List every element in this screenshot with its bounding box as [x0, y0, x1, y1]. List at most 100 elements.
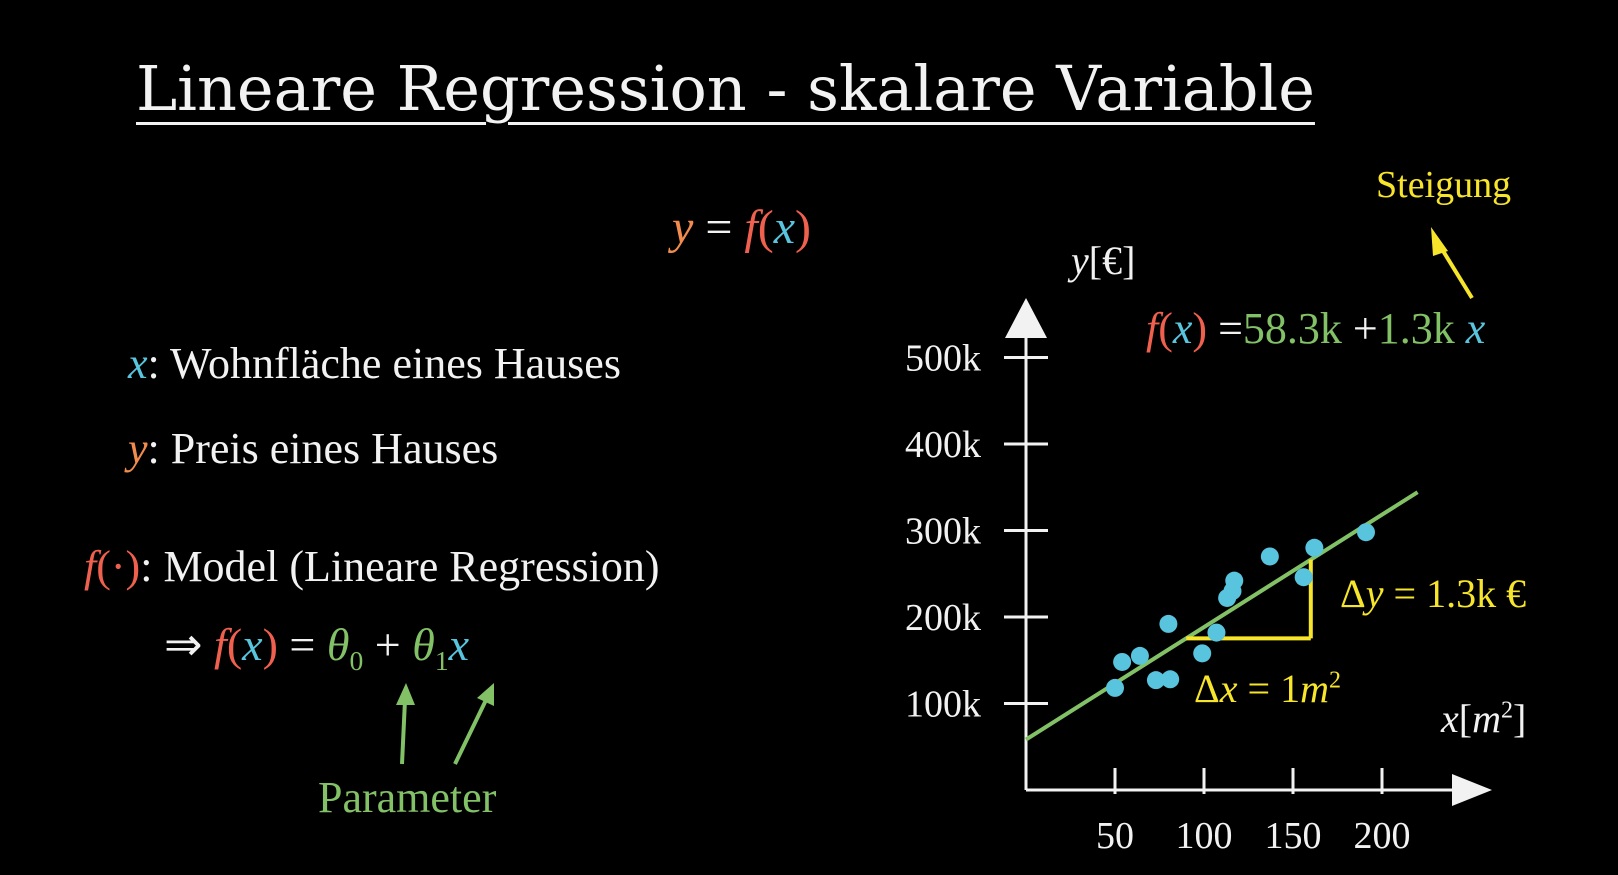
fit-intercept: 58.3k — [1242, 304, 1342, 353]
delta-y-symbol: Δ — [1340, 571, 1366, 616]
fit-slope: 1.3k — [1377, 304, 1455, 353]
delta-y-label: Δy = 1.3k € — [1340, 570, 1526, 617]
model-equals: = — [289, 619, 316, 670]
y-tick-label: 300k — [905, 511, 981, 553]
steigung-arrow-head — [1431, 227, 1448, 256]
fit-equals: = — [1218, 304, 1243, 353]
x-tick-label: 50 — [1096, 815, 1134, 857]
parameter-label: Parameter — [318, 773, 497, 822]
x-axis-rb: ] — [1512, 696, 1527, 741]
x-tick-label: 200 — [1354, 815, 1411, 857]
y-axis-unit: € — [1102, 238, 1123, 283]
def-y-colon: : — [147, 424, 160, 473]
def-x-colon: : — [147, 339, 160, 388]
delta-y-var: y — [1365, 571, 1384, 616]
data-point — [1294, 568, 1313, 587]
model-x: x — [242, 619, 263, 670]
y-axis-label: y[€] — [1071, 237, 1135, 284]
x-axis-unit: m — [1472, 696, 1501, 741]
fit-x2: x — [1465, 304, 1486, 353]
delta-x-label: Δx = 1m2 — [1194, 665, 1341, 712]
top-equation: y = f(x) — [672, 200, 811, 255]
model-rparen: ) — [262, 619, 278, 670]
delta-x-unit: m — [1300, 666, 1329, 711]
parameter-arrow-1-head — [396, 683, 415, 705]
data-point — [1106, 678, 1124, 697]
def-y-text: Preis eines Hauses — [170, 424, 499, 473]
model-x2: x — [448, 619, 470, 670]
fit-lparen: ( — [1158, 304, 1173, 353]
theta-1-sub: 1 — [434, 645, 449, 677]
delta-x-symbol: Δ — [1194, 666, 1220, 711]
data-point — [1305, 538, 1324, 557]
data-point — [1225, 571, 1244, 590]
delta-x-exp: 2 — [1328, 667, 1341, 694]
data-point — [1161, 670, 1180, 689]
eq-x: x — [773, 201, 796, 254]
regression-line — [1024, 490, 1419, 742]
x-tick-label: 100 — [1176, 815, 1233, 857]
x-axis-exp: 2 — [1500, 697, 1513, 724]
delta-y-unit: € — [1506, 571, 1527, 616]
data-point — [1356, 523, 1375, 542]
model-equation: ⇒ f(x) = θ0 + θ1x — [164, 617, 469, 677]
def-x-symbol: x — [128, 339, 148, 388]
definition-y: y: Preis eines Hauses — [128, 423, 498, 474]
delta-x-value: 1 — [1280, 666, 1301, 711]
y-tick-label: 400k — [905, 424, 981, 466]
steigung-label: Steigung — [1376, 164, 1512, 206]
delta-x-var: x — [1219, 666, 1238, 711]
data-point — [1146, 671, 1165, 690]
implies-symbol: ⇒ — [164, 619, 203, 670]
def-f-colon: : — [140, 542, 153, 591]
y-axis-rb: ] — [1122, 238, 1136, 283]
eq-y: y — [672, 201, 694, 254]
definition-f: f(·): Model (Lineare Regression) — [84, 541, 660, 592]
theta-0: θ — [326, 619, 350, 670]
def-x-text: Wohnfläche eines Hauses — [169, 339, 621, 388]
delta-y-value: 1.3k — [1426, 571, 1497, 616]
fit-x: x — [1172, 304, 1193, 353]
data-point — [1193, 644, 1212, 663]
delta-x-equals: = — [1247, 666, 1271, 711]
data-point — [1113, 652, 1132, 671]
eq-lparen: ( — [757, 201, 774, 254]
definition-x: x: Wohnfläche eines Hauses — [128, 338, 621, 389]
x-tick-label: 150 — [1265, 815, 1322, 857]
page-title: Lineare Regression - skalare Variable — [136, 52, 1315, 125]
data-point — [1130, 646, 1149, 665]
fit-f: f — [1146, 304, 1159, 353]
def-y-symbol: y — [128, 424, 148, 473]
x-axis-lb: [ — [1458, 696, 1473, 741]
delta-y-equals: = — [1393, 571, 1417, 616]
model-lparen: ( — [226, 619, 243, 670]
y-tick-label: 500k — [905, 338, 981, 380]
x-axis-var: x — [1441, 696, 1459, 741]
def-f-symbol: f — [84, 542, 97, 591]
theta-0-sub: 0 — [349, 645, 364, 677]
data-point — [1159, 614, 1178, 633]
y-axis-arrow — [1005, 298, 1047, 338]
y-axis-lb: [ — [1088, 238, 1103, 283]
eq-f: f — [744, 201, 758, 254]
parameter-arrow-1-shaft — [400, 699, 407, 765]
x-axis-arrow — [1452, 774, 1492, 806]
theta-1: θ — [412, 619, 435, 670]
fit-plus: + — [1352, 304, 1378, 353]
def-f-text: Model (Lineare Regression) — [163, 542, 660, 591]
parameter-arrow-2-head — [477, 683, 494, 706]
x-axis-label: x[m2] — [1441, 695, 1526, 742]
fit-equation: f(x) =58.3k +1.3k x — [1146, 303, 1485, 354]
eq-rparen: ) — [795, 201, 812, 254]
y-tick-label: 200k — [905, 597, 981, 639]
data-point — [1260, 547, 1279, 566]
model-f: f — [214, 619, 227, 670]
def-f-arg: (·) — [96, 542, 141, 591]
fit-rparen: ) — [1192, 304, 1208, 353]
parameter-arrow-2-shaft — [453, 699, 488, 765]
steigung-arrow-shaft — [1438, 244, 1474, 300]
eq-equals: = — [705, 201, 733, 254]
y-tick-label: 100k — [905, 684, 981, 726]
model-plus: + — [374, 619, 401, 670]
data-point — [1207, 623, 1226, 642]
